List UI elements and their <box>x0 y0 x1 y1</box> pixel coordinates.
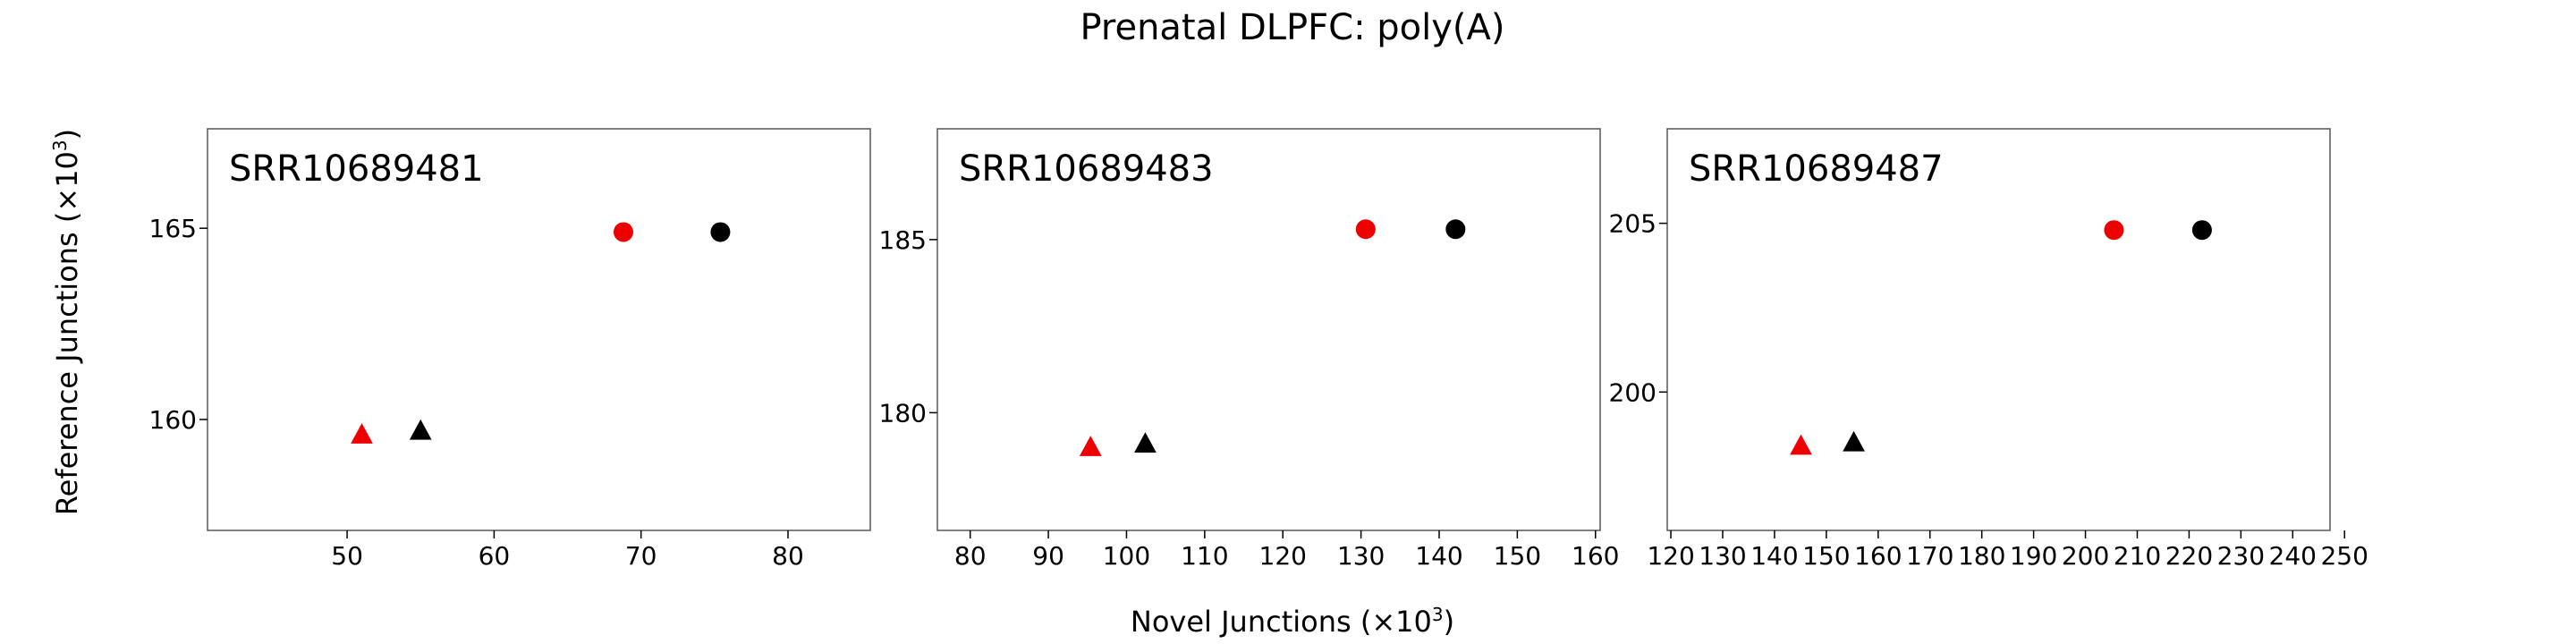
x-axis-title: Novel Junctions (×103) <box>1131 604 1454 639</box>
x-tick-label: 160 <box>1572 541 1619 571</box>
red-triangle-point <box>1790 434 1812 455</box>
x-tick-label: 140 <box>1750 541 1798 571</box>
x-tick-label: 80 <box>772 541 804 571</box>
x-tick-label: 240 <box>2269 541 2317 571</box>
x-tick-label: 130 <box>1337 541 1385 571</box>
x-tick-label: 170 <box>1906 541 1953 571</box>
y-axis-title: Reference Junctions (×103) <box>49 129 84 515</box>
y-tick-label: 200 <box>1609 377 1657 407</box>
x-tick-label: 160 <box>1854 541 1902 571</box>
red-circle-point <box>2104 220 2124 241</box>
black-circle-point <box>1445 219 1466 240</box>
x-tick-label: 110 <box>1181 541 1228 571</box>
x-tick-label: 150 <box>1802 541 1850 571</box>
x-tick-label: 230 <box>2217 541 2265 571</box>
red-triangle-point <box>351 423 373 444</box>
plot-frame <box>207 128 871 531</box>
x-tick-label: 180 <box>1958 541 2005 571</box>
plot-frame <box>936 128 1601 531</box>
red-circle-point <box>1355 219 1376 240</box>
x-tick-label: 90 <box>1032 541 1064 571</box>
x-tick-label: 130 <box>1699 541 1746 571</box>
y-tick-label: 205 <box>1609 209 1657 239</box>
panel-label: SRR10689481 <box>229 148 484 190</box>
y-tick-label: 160 <box>149 405 197 435</box>
x-tick-label: 70 <box>625 541 657 571</box>
panel-label: SRR10689483 <box>959 148 1214 190</box>
y-tick-label: 180 <box>879 398 927 428</box>
x-tick-label: 60 <box>479 541 511 571</box>
red-circle-point <box>613 222 633 242</box>
x-tick-label: 200 <box>2062 541 2109 571</box>
panel-srr10689483: SRR10689483 80 90 100 110 120 130 140 150 160 180 1… <box>879 128 1619 571</box>
x-tick-label: 150 <box>1494 541 1541 571</box>
x-tick-label: 220 <box>2165 541 2213 571</box>
x-tick-label: 120 <box>1647 541 1694 571</box>
panel-label: SRR10689487 <box>1689 148 1944 190</box>
x-tick-label: 120 <box>1259 541 1307 571</box>
black-triangle-point <box>1134 432 1157 453</box>
black-circle-point <box>710 222 731 242</box>
x-tick-label: 100 <box>1103 541 1150 571</box>
y-tick-label: 185 <box>879 225 927 255</box>
panel-srr10689481: SRR10689481 50 60 70 80 160 165 <box>149 128 871 571</box>
black-circle-point <box>2191 220 2212 241</box>
y-tick-label: 165 <box>149 214 197 243</box>
x-tick-label: 250 <box>2320 541 2368 571</box>
x-tick-label: 80 <box>954 541 987 571</box>
plot-frame <box>1666 128 2331 531</box>
x-tick-label: 190 <box>2010 541 2057 571</box>
x-tick-label: 140 <box>1415 541 1462 571</box>
red-triangle-point <box>1079 436 1102 456</box>
black-triangle-point <box>1843 430 1865 452</box>
black-triangle-point <box>409 419 432 440</box>
x-tick-label: 210 <box>2114 541 2161 571</box>
x-tick-label: 50 <box>331 541 363 571</box>
figure-title: Prenatal DLPFC: poly(A) <box>1080 7 1504 48</box>
